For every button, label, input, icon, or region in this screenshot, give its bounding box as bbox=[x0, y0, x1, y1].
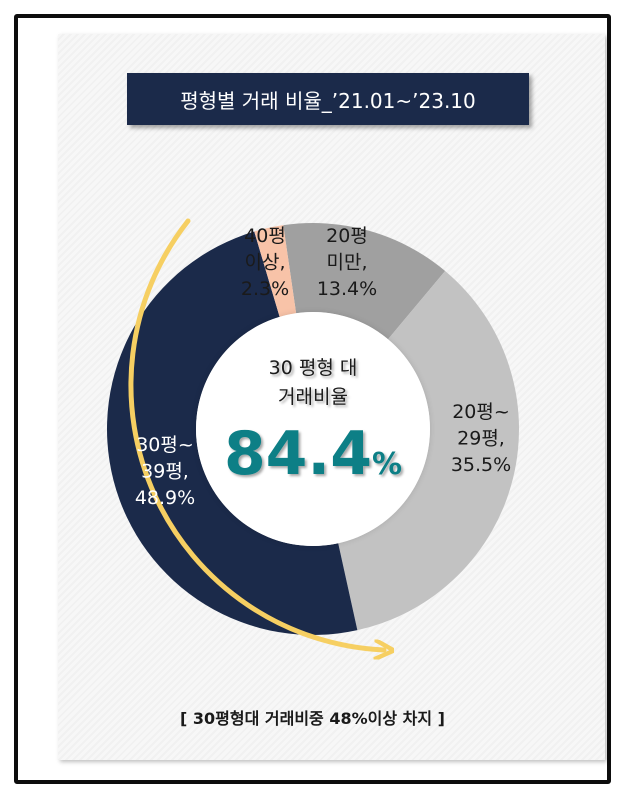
donut-slice bbox=[283, 223, 446, 340]
chart-title: 평형별 거래 비율_’21.01~’23.10 bbox=[127, 73, 529, 125]
center-label-line2: 거래비율 bbox=[278, 386, 348, 408]
center-value: 84.4% bbox=[224, 419, 402, 489]
growth-arrow bbox=[128, 218, 384, 650]
center-value-number: 84.4 bbox=[224, 419, 372, 489]
slice-label: 40평 이상, 2.3% bbox=[241, 225, 289, 300]
donut-hole bbox=[196, 312, 430, 546]
slice-label: 30평~ 39평, 48.9% bbox=[135, 434, 195, 509]
slice-label: 20평~ 29평, 35.5% bbox=[451, 401, 511, 476]
footer-note: [ 30평형대 거래비중 48%이상 차지 ] bbox=[180, 709, 445, 728]
donut-slice bbox=[107, 231, 358, 636]
donut-slice bbox=[254, 225, 297, 317]
donut-slice bbox=[338, 270, 519, 631]
slice-label: 20평 미만, 13.4% bbox=[317, 225, 377, 300]
center-value-unit: % bbox=[372, 447, 402, 482]
center-label-line1: 30 평형 대 bbox=[269, 357, 358, 379]
